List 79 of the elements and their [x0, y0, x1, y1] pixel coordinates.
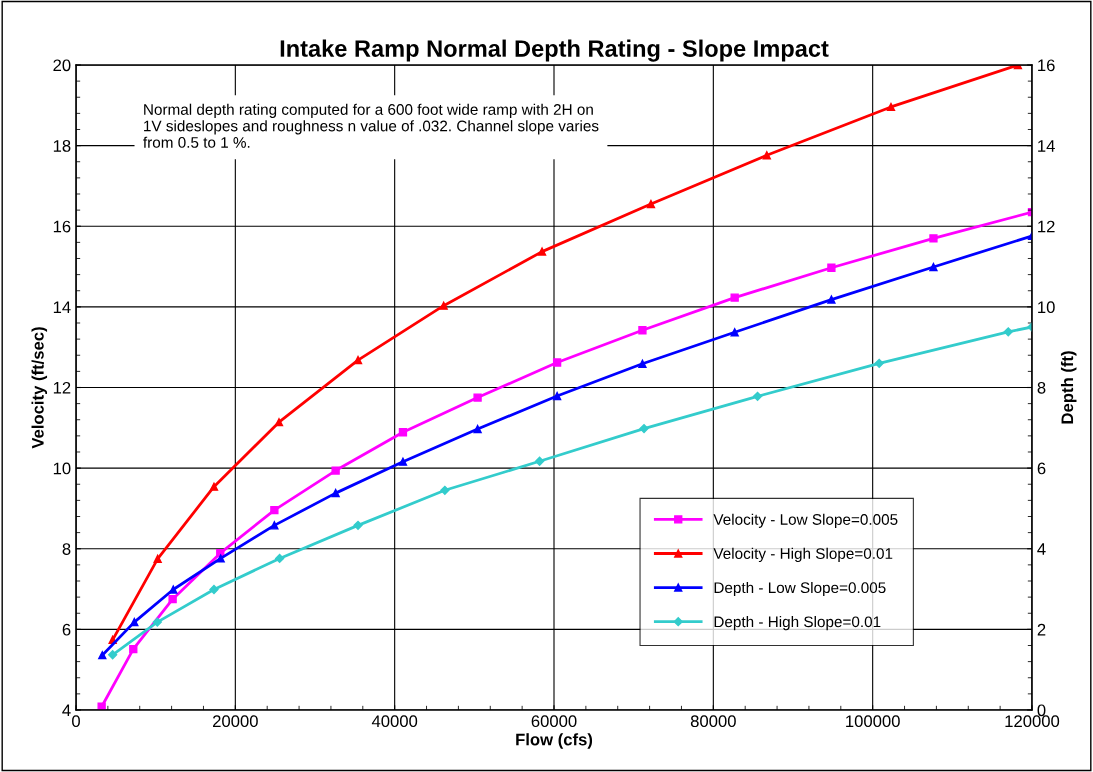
point [275, 553, 285, 564]
point [827, 295, 836, 304]
x-tick-label: 40000 [371, 715, 418, 728]
y2-tick-label: 12 [1038, 220, 1055, 233]
legend-label: Depth - High Slope=0.01 [714, 615, 881, 631]
point [270, 521, 279, 530]
point [886, 102, 896, 112]
point [353, 355, 363, 365]
point [534, 456, 545, 466]
point [353, 520, 363, 530]
x-tick-label: 0 [72, 715, 80, 728]
y2-tick-label: 10 [1038, 301, 1055, 314]
point [130, 617, 139, 627]
y2-tick-label: 2 [1037, 623, 1046, 636]
chart-title: Intake Ramp Normal Depth Rating - Slope Impact [280, 39, 829, 62]
point [440, 485, 450, 495]
point [398, 457, 408, 466]
point [473, 393, 482, 402]
point [730, 293, 739, 302]
y-tick-label: 16 [53, 220, 71, 233]
y-tick-label: 12 [53, 381, 71, 394]
point [1003, 327, 1013, 337]
x-tick-label: 80000 [690, 715, 736, 728]
point [153, 554, 162, 563]
x-tick-label: 100000 [846, 715, 900, 728]
y-tick-label: 18 [53, 140, 71, 152]
point [98, 651, 107, 660]
point [537, 247, 547, 256]
legend-label: Velocity - High Slope=0.01 [713, 547, 893, 563]
point [216, 554, 225, 563]
y-axis-title: Velocity (ft/sec) [31, 327, 48, 449]
y-tick-label: 6 [62, 623, 71, 636]
y-tick-label: 14 [53, 301, 71, 313]
point [552, 391, 562, 401]
point [108, 650, 118, 660]
y2-tick-label: 0 [1037, 704, 1046, 717]
annotation: Normal depth rating computed for a 600 foot wide ramp with 2H on 1V sideslopes and roughness n value of .032. Channel slope varies from 0.5 to 1 %. [143, 103, 599, 148]
point [331, 466, 340, 475]
point [929, 234, 938, 243]
x-tick-label: 60000 [531, 715, 577, 728]
x-tick-label: 120000 [1005, 715, 1060, 728]
legend-label: Velocity - Low Slope=0.005 [713, 513, 898, 528]
point [762, 151, 771, 160]
y2-tick-label: 4 [1037, 543, 1046, 555]
point [331, 488, 340, 498]
point [270, 505, 279, 515]
point [398, 428, 408, 437]
y2-tick-label: 8 [1037, 381, 1046, 394]
point [752, 391, 763, 401]
point [169, 585, 178, 594]
point [439, 301, 448, 310]
point [97, 702, 106, 710]
point [827, 263, 836, 272]
point [639, 423, 649, 434]
point [152, 617, 162, 627]
y-tick-label: 4 [62, 704, 71, 717]
y-tick-label: 20 [53, 59, 71, 72]
point [168, 594, 177, 604]
legend-label: Depth - Low Slope=0.005 [714, 581, 886, 597]
x-axis-title: Flow (cfs) [516, 733, 593, 749]
point [552, 358, 562, 367]
y2-axis-title: Depth (ft) [1060, 351, 1077, 424]
point [874, 358, 884, 368]
y2-tick-label: 6 [1037, 462, 1046, 475]
y-tick-label: 10 [53, 462, 71, 475]
point [209, 482, 219, 491]
point [638, 359, 647, 368]
point [730, 328, 739, 337]
point [646, 199, 656, 209]
y2-tick-label: 16 [1038, 59, 1055, 72]
point [274, 418, 284, 427]
point [129, 644, 138, 654]
y-tick-label: 8 [62, 543, 71, 555]
point [929, 262, 938, 272]
y2-tick-label: 14 [1038, 140, 1055, 152]
point [638, 326, 647, 335]
point [473, 424, 482, 434]
x-tick-label: 20000 [213, 715, 258, 728]
point [209, 584, 219, 595]
